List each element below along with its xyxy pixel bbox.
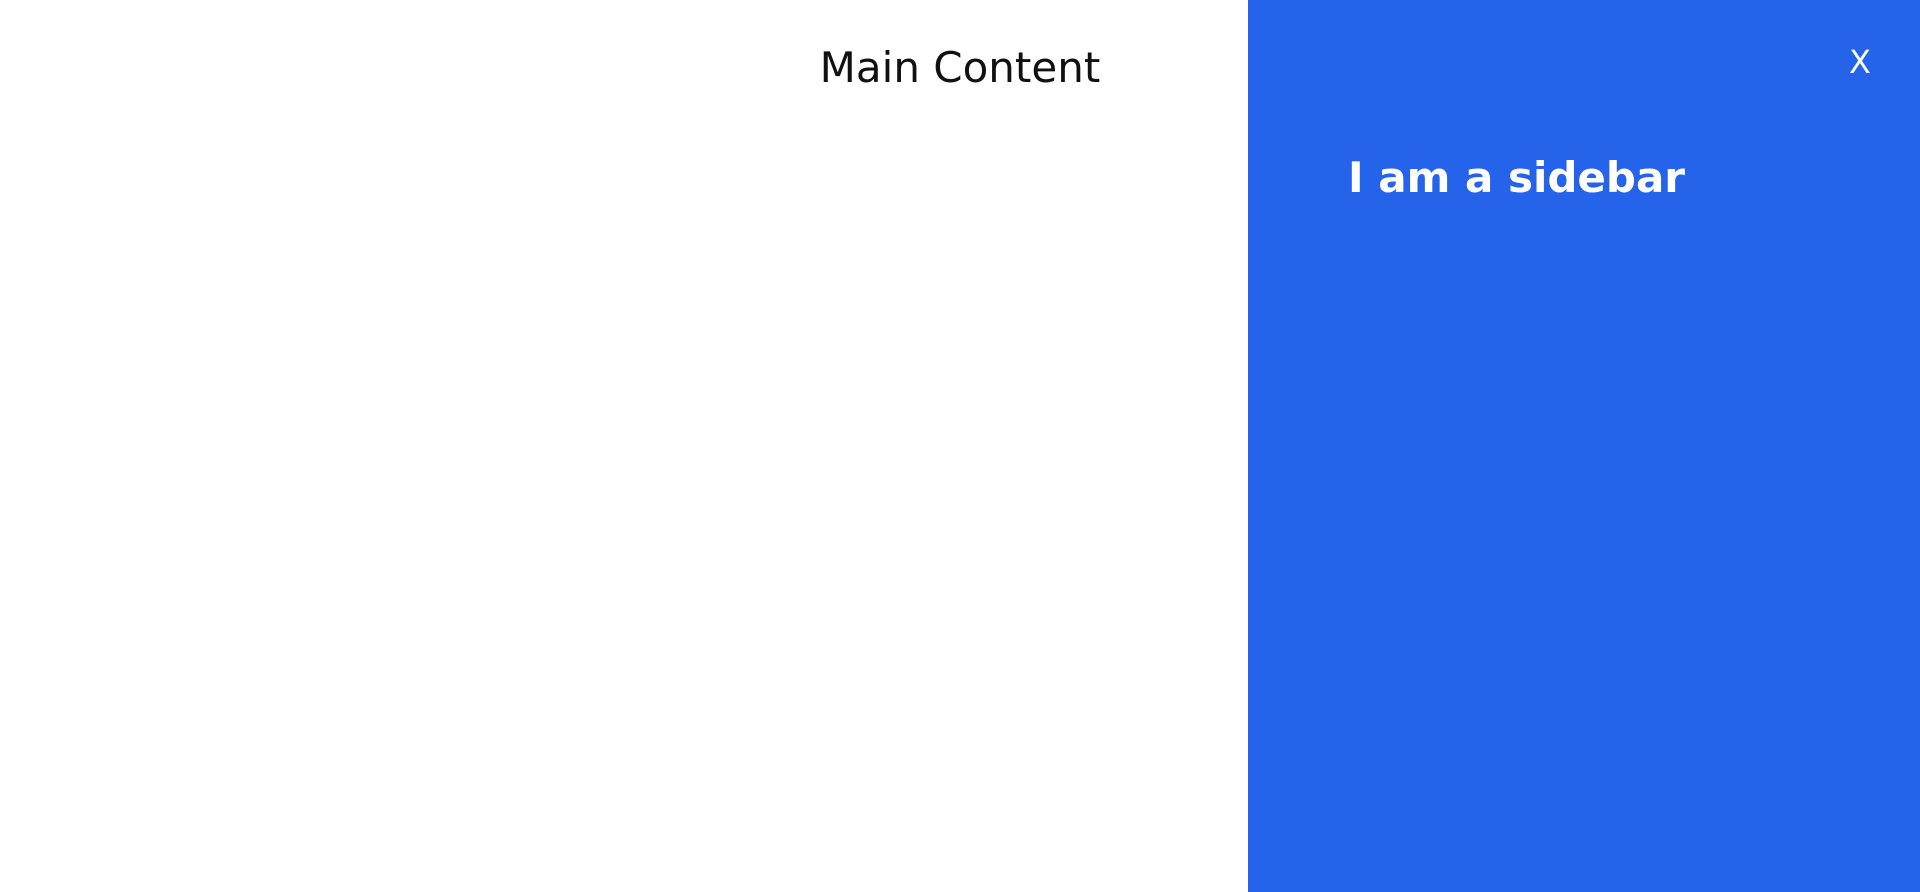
- sidebar-heading: I am a sidebar: [1348, 153, 1686, 202]
- main-content-area: [0, 0, 1248, 892]
- sidebar-panel: X I am a sidebar: [1248, 0, 1920, 892]
- main-content-title: Main Content: [819, 43, 1101, 92]
- close-sidebar-button[interactable]: X: [1840, 38, 1880, 86]
